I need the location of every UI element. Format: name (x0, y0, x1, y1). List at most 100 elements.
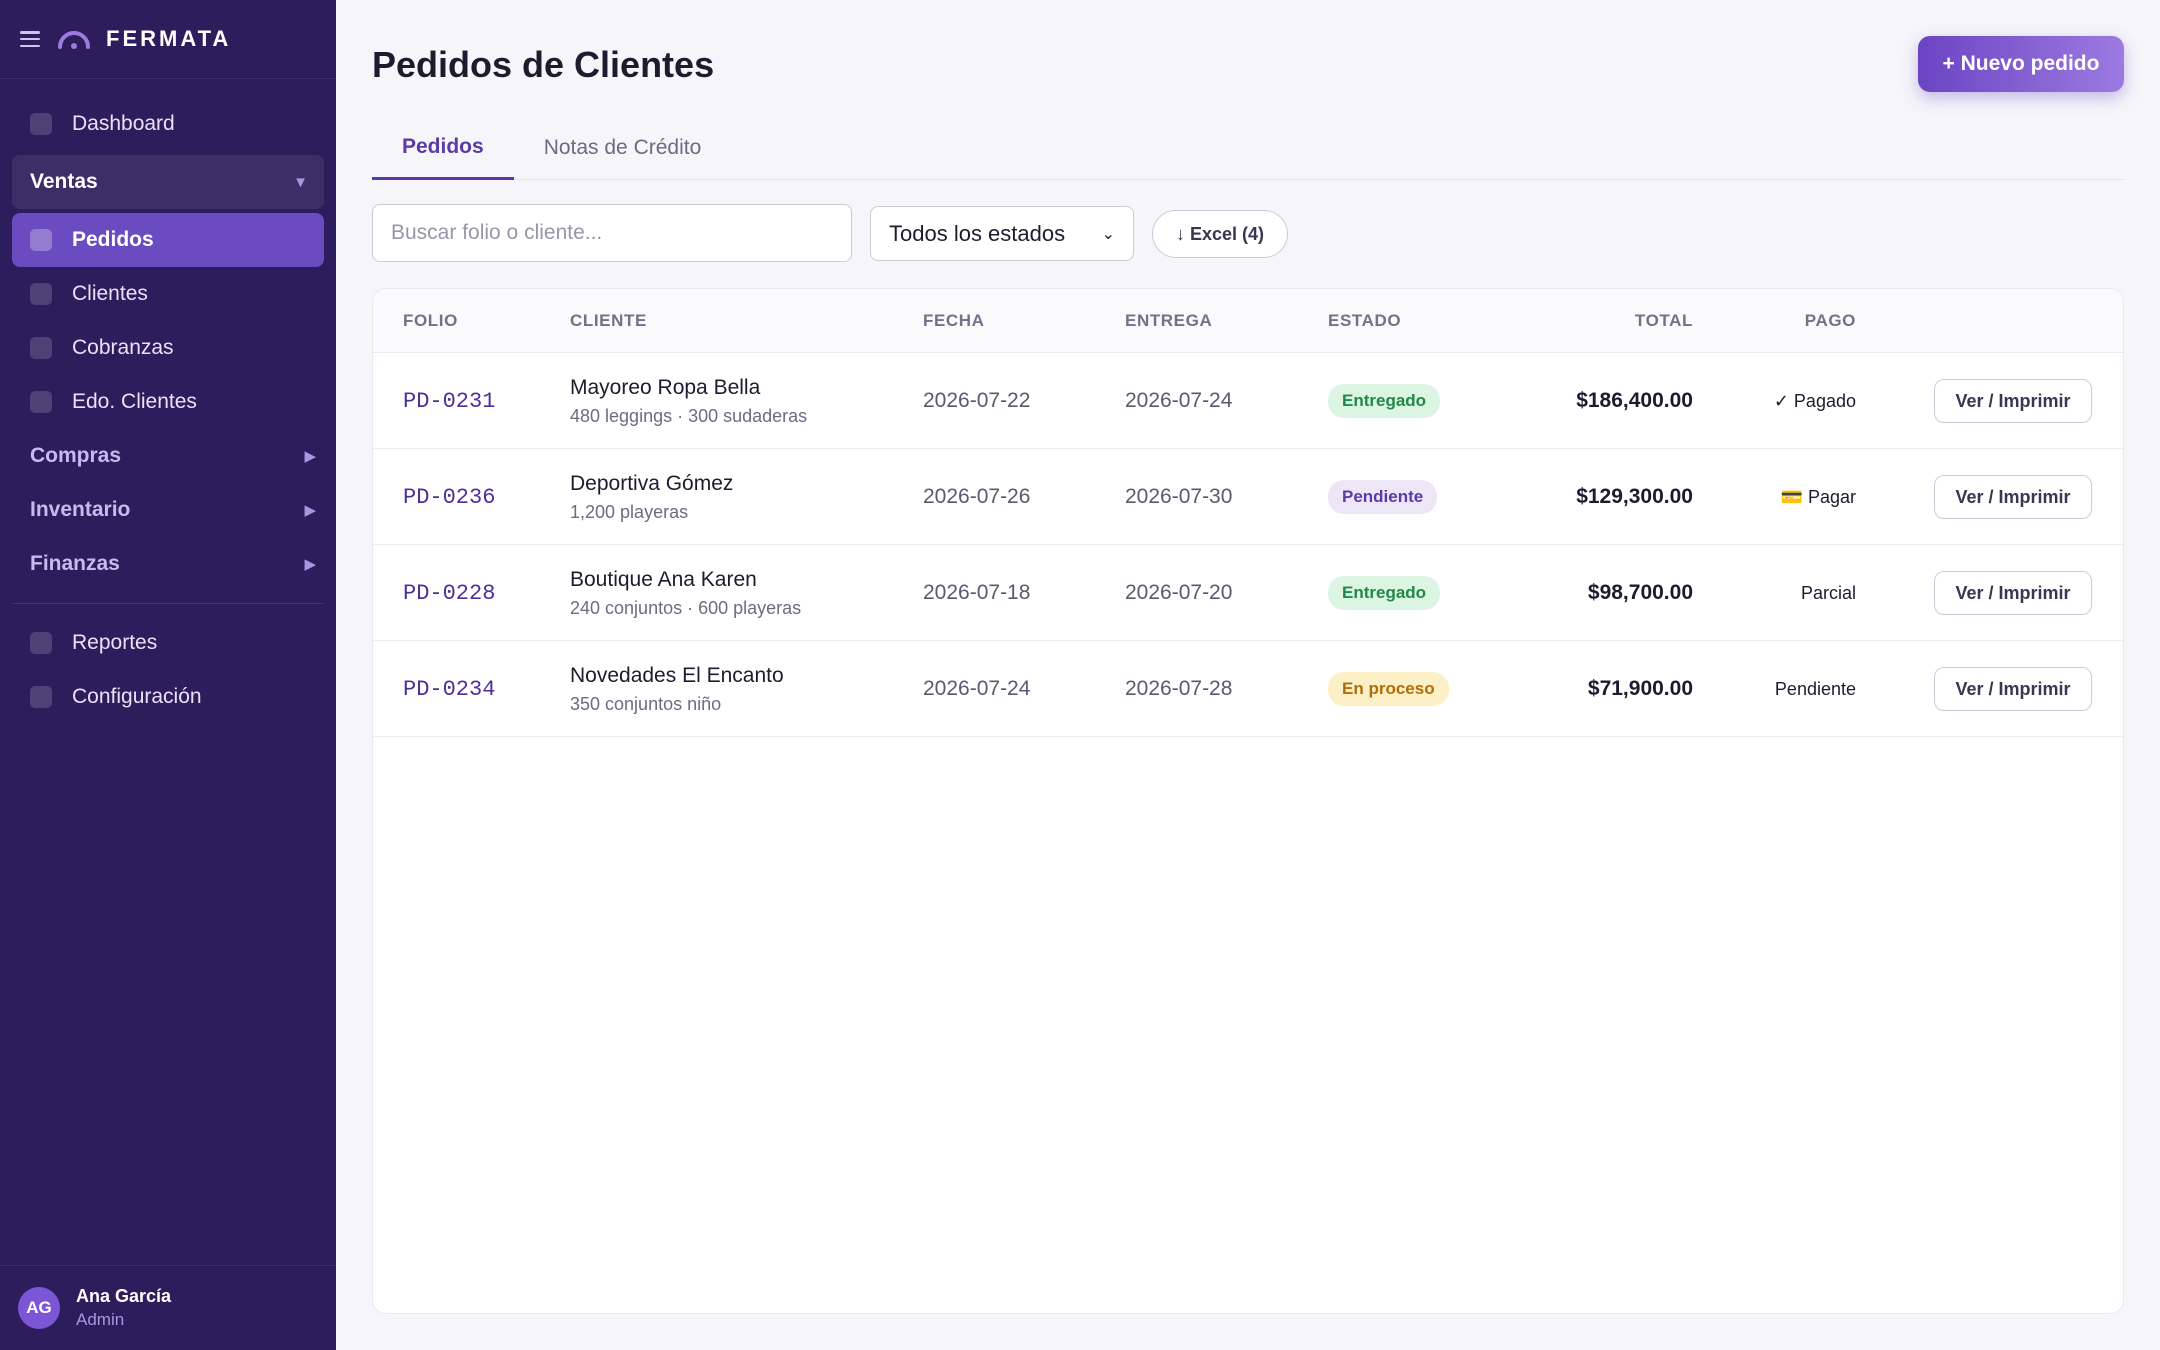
search-input[interactable] (372, 204, 852, 262)
sidebar-section-label: Ventas (30, 170, 98, 193)
sidebar-item-label: Cobranzas (72, 336, 174, 359)
order-detail: 1,200 playeras (570, 501, 689, 522)
column-header-entrega[interactable]: ENTREGA (1125, 311, 1213, 330)
sidebar-section-ventas[interactable]: Ventas ▼ (12, 155, 324, 209)
sidebar-item-configuracion[interactable]: Configuración (0, 670, 336, 724)
sidebar-section-inventario[interactable]: Inventario ▶ (0, 483, 336, 537)
sidebar-item-clientes[interactable]: Clientes (0, 267, 336, 321)
column-header-folio[interactable]: FOLIO (403, 311, 458, 330)
hamburger-menu-icon[interactable] (20, 31, 40, 47)
sidebar-item-label: Edo. Clientes (72, 390, 197, 413)
column-header-cliente[interactable]: CLIENTE (570, 311, 647, 330)
folio-link[interactable]: PD-0231 (403, 388, 496, 414)
order-total: $98,700.00 (1587, 581, 1693, 604)
order-date: 2026-07-18 (923, 581, 1031, 604)
sidebar: FERMATA Dashboard Ventas ▼ Pedidos Clien… (0, 0, 336, 1350)
delivery-date: 2026-07-24 (1125, 389, 1233, 412)
tab-pedidos[interactable]: Pedidos (372, 116, 514, 180)
user-name: Ana García (76, 1286, 172, 1306)
folio-link[interactable]: PD-0228 (403, 580, 496, 606)
sidebar-nav: Dashboard Ventas ▼ Pedidos Clientes Cobr… (0, 79, 336, 724)
sidebar-item-label: Clientes (72, 282, 148, 305)
view-print-button[interactable]: Ver / Imprimir (1934, 475, 2092, 519)
table-row[interactable]: PD-0234 Novedades El Encanto 350 conjunt… (373, 641, 2123, 737)
sidebar-item-edo-clientes[interactable]: Edo. Clientes (0, 375, 336, 429)
view-print-button[interactable]: Ver / Imprimir (1934, 571, 2092, 615)
order-total: $186,400.00 (1576, 389, 1693, 412)
delivery-date: 2026-07-20 (1125, 581, 1233, 604)
sidebar-divider (12, 603, 324, 604)
tab-bar: Pedidos Notas de Crédito (372, 116, 2124, 180)
order-total: $71,900.00 (1587, 677, 1693, 700)
folio-link[interactable]: PD-0234 (403, 676, 496, 702)
client-cell: Novedades El Encanto 350 conjuntos niño (570, 641, 784, 737)
order-date: 2026-07-26 (923, 485, 1031, 508)
payment-status: ✓ Pagado (1773, 390, 1856, 411)
status-badge: Pendiente (1328, 480, 1438, 514)
payment-status: Pendiente (1774, 678, 1856, 699)
client-name: Boutique Ana Karen (570, 567, 757, 591)
avatar: AG (18, 1287, 60, 1329)
table-row[interactable]: PD-0228 Boutique Ana Karen 240 conjuntos… (373, 545, 2123, 641)
caret-right-icon: ▶ (304, 448, 316, 465)
pay-action-link[interactable]: 💳 Pagar (1780, 486, 1856, 507)
sidebar-item-label: Pedidos (72, 228, 154, 251)
client-cell: Mayoreo Ropa Bella 480 leggings · 300 su… (570, 353, 807, 449)
sidebar-item-cobranzas[interactable]: Cobranzas (0, 321, 336, 375)
sidebar-item-reportes[interactable]: Reportes (0, 616, 336, 670)
table-header: FOLIO CLIENTE FECHA ENTREGA ESTADO TOTAL… (373, 289, 2123, 353)
page-title: Pedidos de Clientes (372, 44, 715, 85)
client-cell: Deportiva Gómez 1,200 playeras (570, 449, 733, 545)
caret-down-icon: ▼ (293, 173, 308, 191)
sidebar-item-label: Configuración (72, 685, 202, 708)
client-name: Novedades El Encanto (570, 663, 784, 687)
pedidos-icon (30, 229, 52, 251)
user-info: Ana García Admin (76, 1286, 171, 1330)
status-badge: En proceso (1328, 672, 1449, 706)
sidebar-section-label: Inventario (30, 498, 131, 521)
folio-link[interactable]: PD-0236 (403, 484, 496, 510)
orders-table: FOLIO CLIENTE FECHA ENTREGA ESTADO TOTAL… (372, 288, 2124, 1314)
view-print-button[interactable]: Ver / Imprimir (1934, 379, 2092, 423)
sidebar-section-compras[interactable]: Compras ▶ (0, 429, 336, 483)
column-header-total[interactable]: TOTAL (1634, 311, 1693, 330)
sidebar-item-pedidos[interactable]: Pedidos (12, 213, 324, 267)
new-order-button[interactable]: + Nuevo pedido (1918, 36, 2124, 92)
status-cell: Entregado (1328, 545, 1441, 641)
tab-notas-de-credito[interactable]: Notas de Crédito (543, 136, 702, 159)
sidebar-item-dashboard[interactable]: Dashboard (0, 97, 336, 151)
table-row[interactable]: PD-0236 Deportiva Gómez 1,200 playeras 2… (373, 449, 2123, 545)
export-excel-button[interactable]: ↓ Excel (4) (1152, 210, 1288, 258)
order-detail: 240 conjuntos · 600 playeras (570, 597, 802, 618)
chevron-down-icon: ⌄ (1101, 225, 1115, 243)
client-name: Mayoreo Ropa Bella (570, 375, 761, 399)
order-total: $129,300.00 (1576, 485, 1693, 508)
sidebar-section-label: Finanzas (30, 552, 120, 575)
column-header-estado[interactable]: ESTADO (1328, 311, 1402, 330)
column-header-pago[interactable]: PAGO (1804, 311, 1856, 330)
clientes-icon (30, 283, 52, 305)
cobranzas-icon (30, 337, 52, 359)
user-profile[interactable]: AG Ana García Admin (0, 1265, 336, 1350)
order-date: 2026-07-22 (923, 389, 1031, 412)
status-badge: Entregado (1328, 576, 1441, 610)
sidebar-item-label: Dashboard (72, 112, 175, 135)
configuracion-icon (30, 686, 52, 708)
column-header-fecha[interactable]: FECHA (923, 311, 985, 330)
sidebar-section-label: Compras (30, 444, 122, 467)
user-role: Admin (76, 1310, 125, 1329)
status-filter-select[interactable]: Todos los estados ⌄ (870, 206, 1134, 261)
reportes-icon (30, 632, 52, 654)
brand-bar: FERMATA (0, 0, 336, 79)
logo-icon (58, 31, 90, 49)
edo-clientes-icon (30, 391, 52, 413)
status-cell: Pendiente (1328, 449, 1438, 545)
status-cell: Entregado (1328, 353, 1441, 449)
sidebar-section-finanzas[interactable]: Finanzas ▶ (0, 537, 336, 591)
table-row[interactable]: PD-0231 Mayoreo Ropa Bella 480 leggings … (373, 353, 2123, 449)
view-print-button[interactable]: Ver / Imprimir (1934, 667, 2092, 711)
order-detail: 350 conjuntos niño (570, 693, 722, 714)
order-detail: 480 leggings · 300 sudaderas (570, 405, 808, 426)
status-badge: Entregado (1328, 384, 1441, 418)
payment-status: Parcial (1800, 582, 1856, 603)
